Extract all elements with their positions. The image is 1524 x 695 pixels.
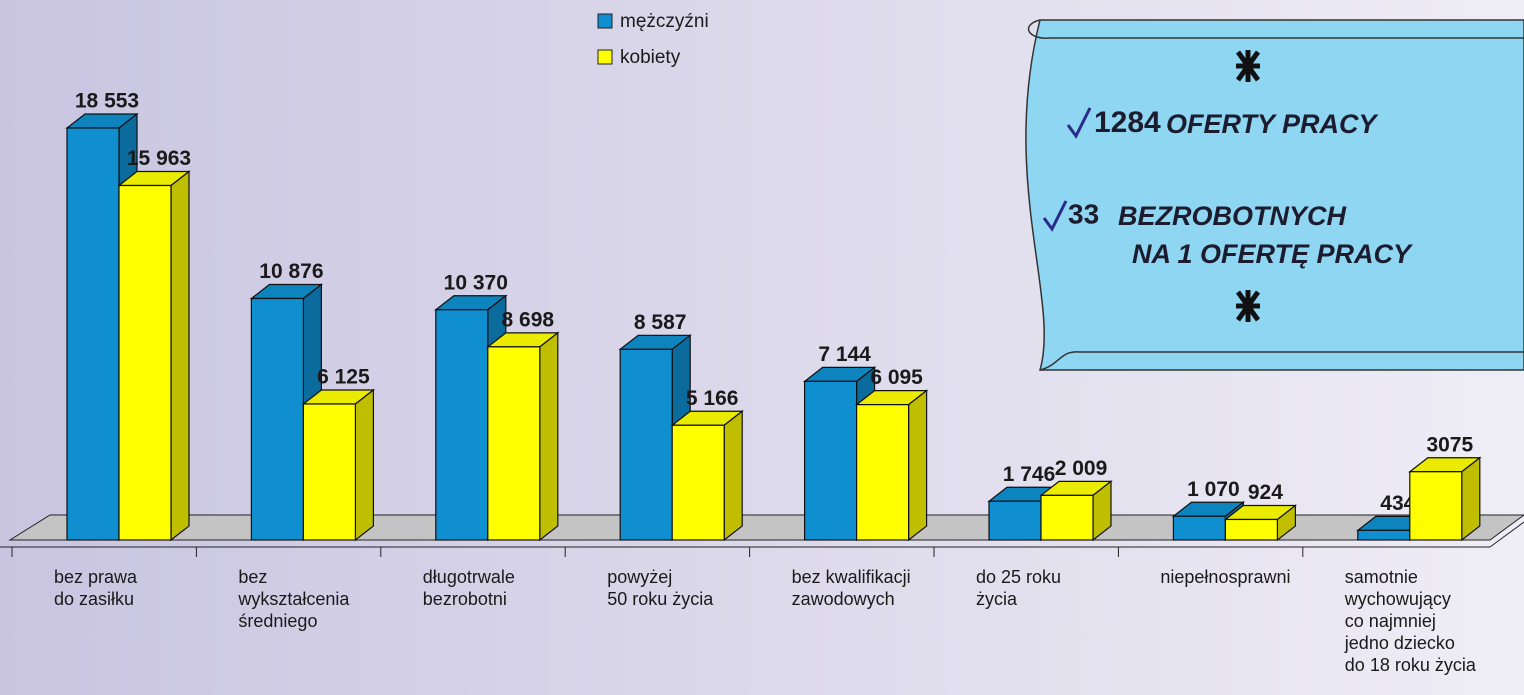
- x-tick-label: długotrwale: [423, 567, 515, 587]
- bar: [67, 128, 119, 540]
- x-tick-label: bez prawa: [54, 567, 138, 587]
- bar: [672, 425, 724, 540]
- bar: [251, 298, 303, 540]
- legend-swatch: [598, 14, 612, 28]
- bar: [1041, 495, 1093, 540]
- page: 1284 OFERTY PRACY 33 BEZROBOTNYCH NA 1 O…: [0, 0, 1524, 695]
- x-tick-label: jedno dziecko: [1344, 633, 1455, 653]
- value-label: 2 009: [1055, 457, 1108, 480]
- bar: [1173, 516, 1225, 540]
- value-label: 18 553: [75, 90, 139, 113]
- x-tick-label: co najmniej: [1345, 611, 1436, 631]
- bar-side: [1462, 458, 1480, 540]
- value-label: 8 698: [502, 308, 555, 331]
- bar: [119, 186, 171, 540]
- panel-text: NA 1 OFERTĘ PRACY: [1132, 239, 1414, 269]
- legend-swatch: [598, 50, 612, 64]
- value-label: 1 746: [1003, 463, 1056, 486]
- bar: [1225, 519, 1277, 540]
- panel-number: 33: [1068, 198, 1099, 229]
- value-label: 924: [1248, 481, 1283, 504]
- bar: [488, 347, 540, 540]
- bar: [1358, 530, 1410, 540]
- value-label: 3075: [1426, 433, 1473, 456]
- bar: [989, 501, 1041, 540]
- x-tick-label: powyżej: [607, 567, 672, 587]
- value-label: 10 370: [444, 271, 508, 294]
- x-tick-label: wychowujący: [1344, 589, 1451, 609]
- x-tick-label: bez kwalifikacji: [792, 567, 911, 587]
- x-tick-label: samotnie: [1345, 567, 1418, 587]
- floor: [10, 515, 1524, 540]
- bar: [857, 405, 909, 540]
- info-panel: 1284 OFERTY PRACY 33 BEZROBOTNYCH NA 1 O…: [1026, 20, 1524, 370]
- bar-side: [355, 390, 373, 540]
- value-label: 1 070: [1187, 478, 1240, 501]
- bar-side: [909, 391, 927, 540]
- value-label: 15 963: [127, 147, 191, 170]
- value-label: 6 125: [317, 366, 370, 389]
- bar-side: [171, 172, 189, 540]
- bar: [620, 349, 672, 540]
- chart: 1284 OFERTY PRACY 33 BEZROBOTNYCH NA 1 O…: [0, 0, 1524, 695]
- value-label: 7 144: [818, 343, 871, 366]
- bar: [303, 404, 355, 540]
- x-tick-label: do 18 roku życia: [1345, 655, 1477, 675]
- panel-number: 1284: [1094, 106, 1161, 139]
- panel-text: BEZROBOTNYCH: [1118, 201, 1346, 231]
- bar: [1410, 472, 1462, 540]
- x-tick-label: zawodowych: [792, 589, 895, 609]
- bar-side: [540, 333, 558, 540]
- value-label: 8 587: [634, 311, 687, 334]
- legend-label: mężczyźni: [620, 11, 709, 32]
- x-tick-label: życia: [976, 589, 1018, 609]
- x-tick-label: niepełnosprawni: [1160, 567, 1290, 587]
- x-tick-label: wykształcenia: [237, 589, 350, 609]
- panel-text: OFERTY PRACY: [1166, 109, 1380, 139]
- bar: [805, 381, 857, 540]
- x-tick-label: średniego: [238, 611, 317, 631]
- bar-side: [724, 411, 742, 540]
- x-tick-label: do 25 roku: [976, 567, 1061, 587]
- bar: [436, 310, 488, 540]
- x-tick-label: 50 roku życia: [607, 589, 714, 609]
- value-label: 6 095: [870, 366, 923, 389]
- legend-label: kobiety: [620, 47, 681, 68]
- x-tick-label: bez: [238, 567, 267, 587]
- x-tick-label: do zasiłku: [54, 589, 134, 609]
- value-label: 5 166: [686, 387, 739, 410]
- x-tick-label: bezrobotni: [423, 589, 507, 609]
- value-label: 10 876: [259, 260, 323, 283]
